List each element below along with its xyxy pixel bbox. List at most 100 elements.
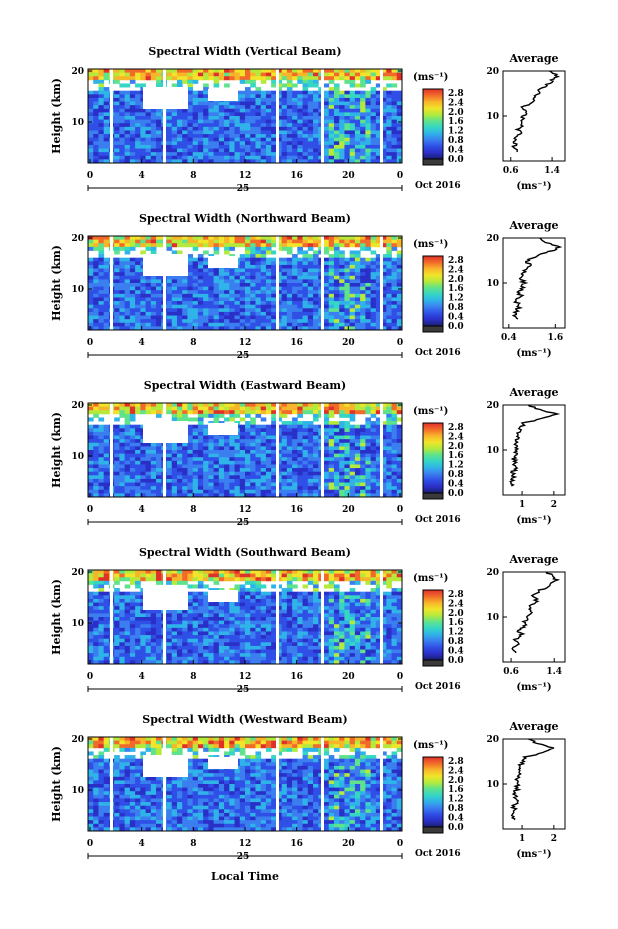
heatmap-cell bbox=[129, 152, 136, 157]
heatmap-cell bbox=[354, 148, 361, 153]
heatmap-cell bbox=[213, 468, 220, 473]
heatmap-cell bbox=[187, 268, 194, 273]
heatmap-cell bbox=[271, 159, 277, 164]
heatmap-cell bbox=[103, 137, 110, 142]
heatmap-cell bbox=[375, 76, 382, 81]
heatmap-cell bbox=[339, 297, 345, 302]
heatmap-cell bbox=[245, 595, 251, 600]
heatmap-cell bbox=[229, 403, 235, 408]
heatmap-cell bbox=[370, 239, 377, 244]
heatmap-cell bbox=[187, 573, 194, 578]
heatmap-cell bbox=[234, 112, 241, 117]
heatmap-cell bbox=[182, 311, 188, 316]
heatmap-cell bbox=[307, 155, 314, 160]
heatmap-cell bbox=[187, 97, 194, 102]
heatmap-cell bbox=[229, 144, 235, 149]
heatmap-cell bbox=[203, 478, 209, 483]
heatmap-cell bbox=[328, 482, 335, 487]
heatmap-cell bbox=[255, 148, 262, 153]
heatmap-cell bbox=[124, 493, 131, 498]
heatmap-cell bbox=[197, 286, 204, 291]
heatmap-cell bbox=[339, 424, 345, 429]
heatmap-cell bbox=[349, 152, 356, 157]
heatmap-cell bbox=[323, 577, 330, 582]
heatmap-cell bbox=[245, 464, 251, 469]
heatmap-cell bbox=[344, 134, 351, 139]
heatmap-cell bbox=[203, 123, 209, 128]
heatmap-cell bbox=[255, 424, 262, 429]
heatmap-cell bbox=[391, 126, 398, 131]
heatmap-cell bbox=[234, 155, 241, 160]
heatmap-cell bbox=[396, 130, 403, 135]
heatmap-cell bbox=[182, 471, 188, 476]
heatmap-cell bbox=[292, 308, 298, 313]
heatmap-cell bbox=[103, 69, 110, 74]
heatmap-cell bbox=[386, 130, 392, 135]
heatmap-cell bbox=[313, 272, 319, 277]
heatmap-cell bbox=[187, 134, 194, 139]
colorbar-tick-label: 0.8 bbox=[448, 303, 464, 313]
heatmap-cell bbox=[354, 268, 361, 273]
heatmap-cell bbox=[307, 76, 314, 81]
heatmap-cell bbox=[239, 101, 246, 106]
heatmap-cell bbox=[307, 468, 314, 473]
heatmap-cell bbox=[182, 279, 188, 284]
heatmap-cell bbox=[234, 478, 241, 483]
heatmap-cell bbox=[271, 272, 277, 277]
heatmap-cell bbox=[354, 478, 361, 483]
heatmap-cell bbox=[271, 457, 277, 462]
heatmap-cell bbox=[354, 457, 361, 462]
heatmap-cell bbox=[192, 141, 199, 146]
heatmap-cell bbox=[307, 308, 314, 313]
heatmap-cell bbox=[286, 595, 293, 600]
heatmap-cell bbox=[98, 435, 105, 440]
heatmap-cell bbox=[307, 268, 314, 273]
heatmap-cell bbox=[213, 482, 220, 487]
heatmap-cell bbox=[333, 137, 340, 142]
heatmap-cell bbox=[271, 250, 277, 255]
heatmap-cell bbox=[129, 435, 136, 440]
heatmap-cell bbox=[124, 243, 131, 248]
heatmap-cell bbox=[187, 450, 194, 455]
heatmap-cell bbox=[297, 403, 303, 408]
heatmap-cell bbox=[307, 141, 314, 146]
heatmap-cell bbox=[328, 301, 335, 306]
heatmap-cell bbox=[323, 123, 330, 128]
heatmap-cell bbox=[255, 261, 262, 266]
heatmap-cell bbox=[354, 482, 361, 487]
heatmap-cell bbox=[349, 148, 356, 153]
heatmap-cell bbox=[197, 471, 204, 476]
heatmap-cell bbox=[313, 580, 319, 585]
heatmap-cell bbox=[176, 141, 183, 146]
heatmap-cell bbox=[386, 431, 392, 436]
colorbar-tick-label: 2.8 bbox=[448, 423, 464, 433]
heatmap-cell bbox=[93, 482, 99, 487]
heatmap-cell bbox=[234, 137, 241, 142]
heatmap-cell bbox=[391, 243, 398, 248]
heatmap-cell bbox=[119, 264, 126, 269]
heatmap-cell bbox=[124, 108, 131, 113]
heatmap-cell bbox=[323, 319, 330, 324]
heatmap-cell bbox=[114, 457, 120, 462]
heatmap-cell bbox=[203, 261, 209, 266]
heatmap-cell bbox=[344, 478, 351, 483]
heatmap-cell bbox=[276, 243, 283, 248]
heatmap-cell bbox=[307, 254, 314, 259]
heatmap-cell bbox=[381, 76, 387, 81]
date-label: Oct 2016 bbox=[415, 348, 461, 358]
heatmap-cell bbox=[265, 275, 272, 280]
heatmap-cell bbox=[156, 450, 162, 455]
heatmap-cell bbox=[88, 304, 94, 309]
heatmap-cell bbox=[245, 155, 251, 160]
heatmap-cell bbox=[250, 144, 256, 149]
heatmap-cell bbox=[297, 410, 303, 415]
heatmap-cell bbox=[281, 591, 288, 596]
heatmap-cell bbox=[292, 69, 298, 74]
heatmap-cell bbox=[265, 134, 272, 139]
heatmap-cell bbox=[150, 137, 157, 142]
heatmap-cell bbox=[176, 134, 183, 139]
heatmap-cell bbox=[333, 275, 340, 280]
heatmap-cell bbox=[292, 126, 298, 131]
heatmap-cell bbox=[98, 250, 105, 255]
heatmap-cell bbox=[365, 283, 371, 288]
